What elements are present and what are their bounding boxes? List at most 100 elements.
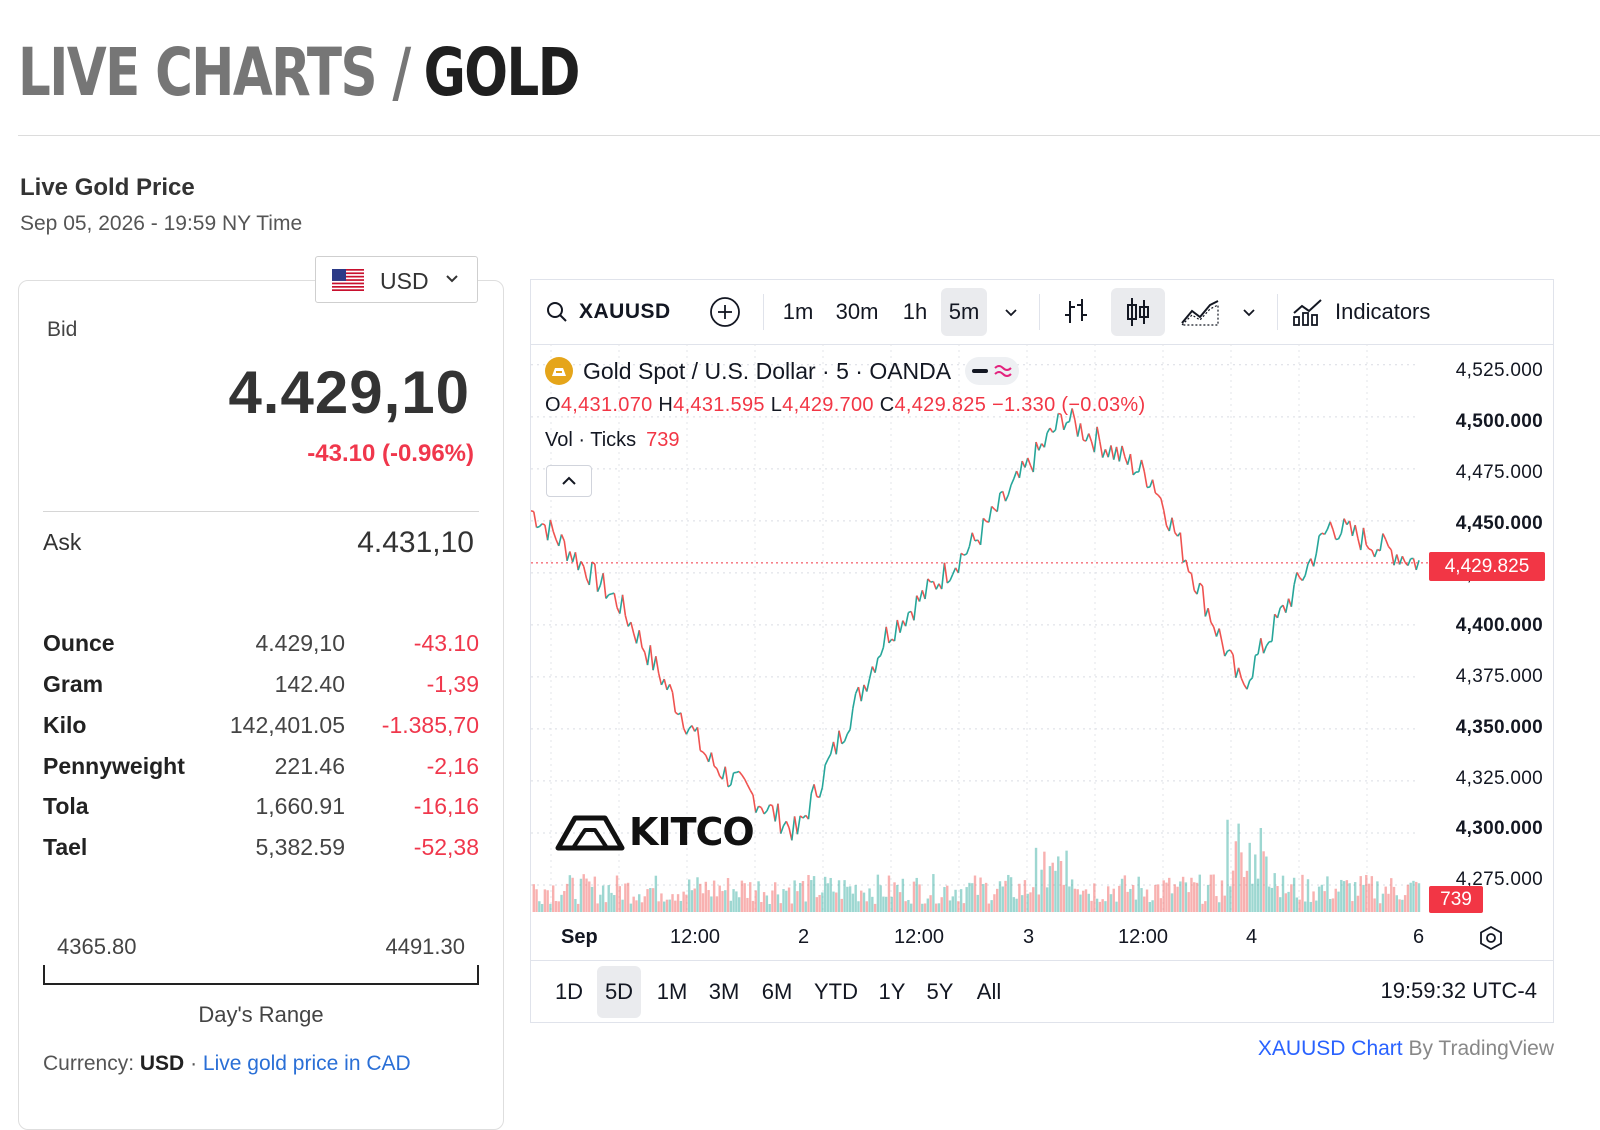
volume-bar	[1187, 892, 1189, 912]
volume-bar	[1396, 895, 1398, 912]
live-price-timestamp: Sep 05, 2026 - 19:59 NY Time	[20, 212, 302, 236]
volume-bar	[974, 876, 976, 912]
price-candle	[842, 741, 845, 743]
volume-bar	[541, 904, 543, 912]
range-ytd[interactable]: YTD	[807, 966, 865, 1018]
ask-price: 4.431,10	[357, 526, 474, 560]
volume-bar	[1365, 875, 1367, 912]
price-candle	[1214, 627, 1217, 637]
volume-bar	[1027, 894, 1029, 912]
range-5d[interactable]: 5D	[597, 966, 641, 1018]
price-candle	[1350, 521, 1353, 536]
tradingview-attribution: XAUUSD Chart By TradingView	[1258, 1037, 1554, 1061]
chart-type-dropdown[interactable]	[1231, 288, 1267, 336]
symbol-search[interactable]: XAUUSD	[545, 288, 673, 336]
volume-bar	[1115, 902, 1117, 912]
unit-change: -16,16	[414, 793, 479, 820]
price-candle	[997, 493, 1000, 512]
range-3m[interactable]: 3M	[701, 966, 747, 1018]
currency-select[interactable]: USD	[315, 256, 478, 303]
range-1m[interactable]: 1M	[649, 966, 695, 1018]
price-candle	[542, 524, 545, 525]
price-candle	[750, 790, 753, 795]
volume-bar	[616, 876, 618, 912]
volume-bar	[685, 895, 687, 912]
volume-bar	[960, 889, 962, 912]
bid-ask-divider	[43, 511, 479, 512]
price-candle	[1222, 642, 1225, 656]
price-candle	[950, 574, 953, 580]
interval-5m[interactable]: 5m	[941, 288, 987, 336]
volume-bar	[608, 885, 610, 912]
interval-1m[interactable]: 1m	[775, 288, 821, 336]
price-candle	[1233, 655, 1236, 678]
legend-toggle-pill[interactable]	[965, 357, 1019, 385]
volume-bar	[1268, 887, 1270, 912]
interval-1h[interactable]: 1h	[895, 288, 935, 336]
volume-bar	[533, 884, 535, 912]
kitco-wordmark: KITCO	[629, 810, 754, 854]
cad-price-link[interactable]: Live gold price in CAD	[203, 1052, 411, 1075]
xauusd-chart-link[interactable]: XAUUSD Chart	[1258, 1037, 1403, 1060]
price-candle	[870, 667, 873, 679]
volume-bar	[1246, 871, 1248, 912]
price-candle	[539, 524, 542, 527]
volume-bar	[727, 878, 729, 912]
bid-label: Bid	[47, 318, 77, 342]
volume-bar	[771, 890, 773, 912]
volume-bar	[924, 903, 926, 912]
bar-chart-type-button[interactable]	[1053, 288, 1099, 336]
price-candle	[1119, 446, 1122, 462]
range-5y[interactable]: 5Y	[919, 966, 961, 1018]
price-candle	[1153, 480, 1156, 493]
volume-bar	[577, 904, 579, 912]
volume-bar	[591, 887, 593, 912]
indicators-button[interactable]: Indicators	[1291, 288, 1461, 336]
volume-bar	[1323, 891, 1325, 912]
price-candle	[958, 553, 961, 573]
volume-bar	[1340, 880, 1342, 912]
price-axis-label: 4,300.000	[1456, 818, 1543, 840]
range-6m[interactable]: 6M	[753, 966, 801, 1018]
interval-30m[interactable]: 30m	[827, 288, 887, 336]
close-value: 4,429.825	[894, 394, 986, 416]
volume-bar	[1201, 904, 1203, 912]
volume-bar	[1307, 879, 1309, 912]
volume-bar	[1088, 894, 1090, 912]
volume-bar	[1385, 887, 1387, 912]
candles-chart-type-button[interactable]	[1111, 288, 1165, 336]
price-candle	[861, 685, 864, 701]
compare-symbol-button[interactable]	[703, 288, 747, 336]
range-1y[interactable]: 1Y	[871, 966, 913, 1018]
unit-change: -1.385,70	[382, 712, 479, 739]
ohlc-bars-icon	[1062, 297, 1090, 327]
collapse-legend-button[interactable]	[546, 465, 592, 497]
price-axis-label: 4,325.000	[1456, 768, 1543, 790]
interval-dropdown[interactable]	[993, 288, 1029, 336]
range-1d[interactable]: 1D	[547, 966, 591, 1018]
volume-bar	[1068, 886, 1070, 912]
volume-bar	[735, 891, 737, 912]
volume-bar	[702, 893, 704, 912]
price-candle	[1219, 629, 1222, 643]
volume-bar	[1235, 841, 1237, 912]
volume-bar	[1310, 902, 1312, 912]
range-all[interactable]: All	[967, 966, 1011, 1018]
volume-bar	[663, 902, 665, 912]
price-candle	[1325, 529, 1328, 534]
volume-bar	[1315, 901, 1317, 912]
volume-bar	[1046, 887, 1048, 912]
volume-bar	[874, 904, 876, 912]
volume-bar	[1179, 881, 1181, 912]
volume-bar	[780, 903, 782, 912]
volume-bar	[1140, 888, 1142, 912]
area-chart-type-button[interactable]	[1175, 288, 1225, 336]
volume-bar	[1090, 901, 1092, 912]
volume-bar	[877, 875, 879, 912]
volume-bar	[1326, 876, 1328, 912]
volume-bar	[1260, 828, 1262, 912]
settings-hexagon-icon[interactable]	[1477, 924, 1505, 952]
price-candle	[1344, 519, 1347, 525]
time-axis-label: 4	[1246, 926, 1257, 949]
price-candle	[1388, 546, 1391, 549]
